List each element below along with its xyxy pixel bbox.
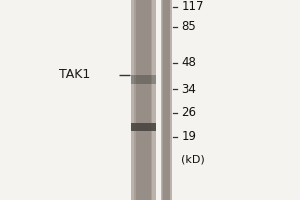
Bar: [152, 0, 156, 200]
Bar: [170, 0, 172, 200]
Text: 26: 26: [182, 106, 196, 119]
Text: 117: 117: [182, 0, 204, 14]
Text: 19: 19: [182, 131, 196, 144]
Bar: [136, 0, 151, 200]
Text: 48: 48: [182, 56, 196, 70]
Bar: [130, 75, 156, 84]
Bar: [130, 0, 134, 200]
Text: (kD): (kD): [182, 155, 205, 165]
Bar: [160, 0, 162, 200]
Bar: [160, 0, 172, 200]
Text: 85: 85: [182, 21, 196, 33]
Bar: [163, 0, 169, 200]
Text: TAK1: TAK1: [59, 68, 90, 82]
Text: 34: 34: [182, 83, 196, 96]
Bar: [130, 123, 156, 131]
Bar: [130, 0, 156, 200]
